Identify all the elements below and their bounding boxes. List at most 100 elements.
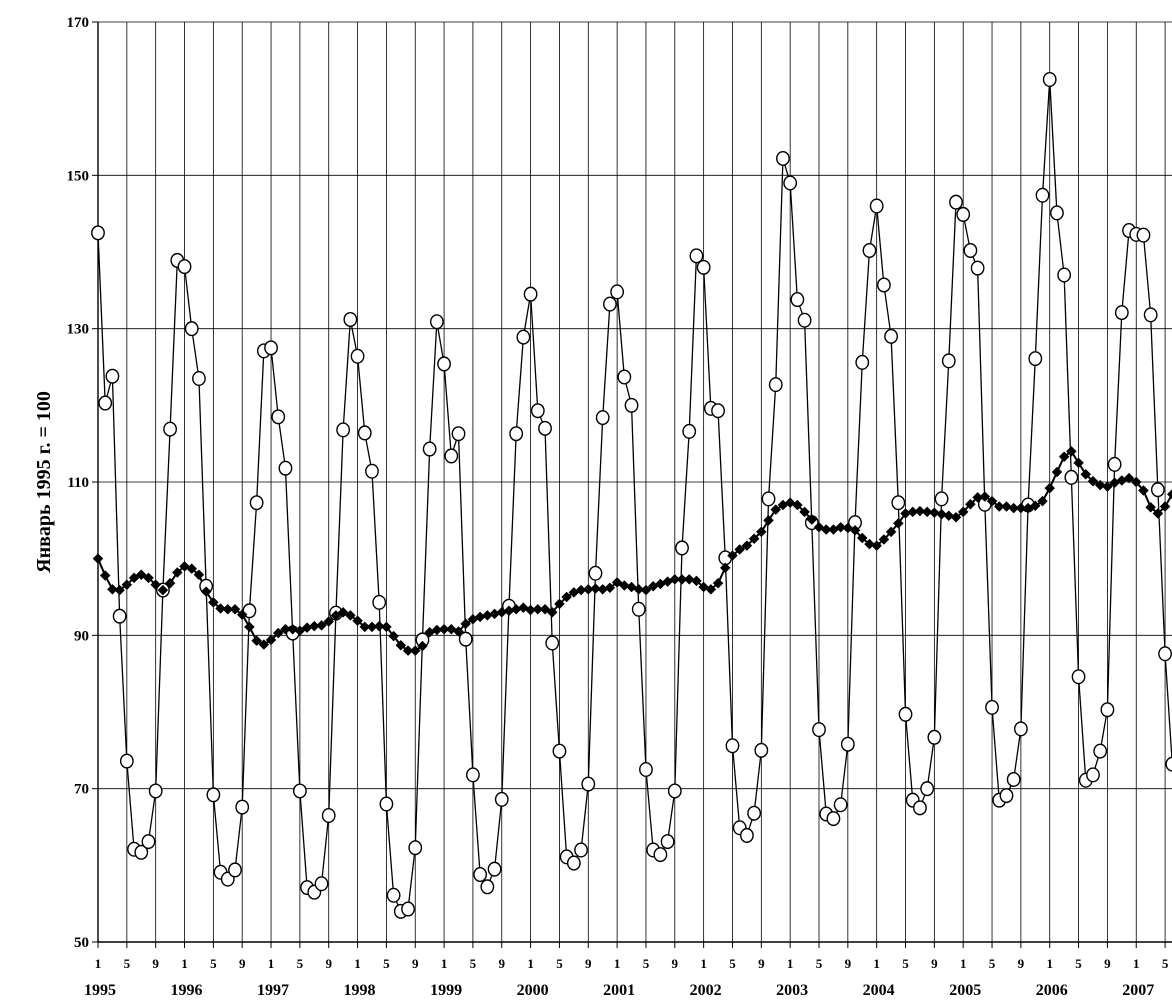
data-point-diamond	[244, 621, 255, 633]
data-point-diamond	[864, 538, 875, 550]
data-point-circle	[292, 783, 307, 799]
data-point-circle	[595, 410, 610, 426]
data-point-diamond	[92, 553, 104, 565]
data-point-diamond	[409, 645, 421, 657]
data-point-circle	[1093, 743, 1108, 759]
x-tick-label: 5	[1075, 956, 1082, 971]
data-point-diamond	[222, 603, 234, 615]
x-tick-label: 5	[816, 956, 823, 971]
data-point-diamond	[150, 579, 162, 591]
year-label: 2006	[1036, 982, 1068, 999]
x-tick-label: 5	[556, 956, 563, 971]
data-point-diamond	[186, 563, 198, 574]
data-point-diamond	[1130, 476, 1142, 488]
year-label: 2007	[1122, 982, 1154, 999]
x-tick-label: 1	[700, 956, 707, 971]
data-point-diamond	[323, 616, 335, 627]
data-point-circle	[516, 329, 531, 345]
data-point-diamond	[1166, 489, 1172, 500]
data-point-diamond	[669, 574, 681, 585]
data-point-circle	[783, 175, 798, 191]
data-point-circle	[862, 242, 877, 258]
data-point-circle	[855, 354, 870, 370]
data-point-circle	[581, 776, 596, 792]
data-point-diamond	[258, 639, 270, 650]
data-point-circle	[105, 368, 120, 384]
data-point-circle	[1064, 469, 1079, 485]
data-point-diamond	[871, 540, 883, 551]
x-tick-label: 9	[1018, 956, 1025, 971]
data-point-circle	[494, 791, 509, 807]
data-point-diamond	[200, 586, 212, 597]
data-point-circle	[970, 260, 985, 276]
data-point-diamond	[820, 524, 832, 535]
data-point-circle	[314, 876, 329, 892]
x-tick-label: 9	[412, 956, 419, 971]
x-tick-label: 9	[325, 956, 332, 971]
x-tick-label: 5	[297, 956, 304, 971]
data-point-diamond	[957, 506, 969, 518]
x-tick-label: 1	[960, 956, 967, 971]
data-point-diamond	[121, 579, 133, 591]
data-point-diamond	[770, 504, 782, 515]
data-point-circle	[913, 800, 927, 816]
data-point-circle	[235, 799, 250, 815]
data-point-diamond	[936, 508, 947, 520]
data-point-circle	[740, 827, 754, 843]
data-point-circle	[610, 284, 625, 300]
data-point-diamond	[395, 639, 407, 651]
y-tick-label: 70	[74, 782, 89, 798]
data-point-diamond	[532, 603, 544, 615]
y-tick-label: 50	[74, 935, 89, 951]
data-point-circle	[480, 879, 495, 895]
data-point-circle	[1042, 71, 1057, 87]
data-point-diamond	[986, 495, 998, 507]
data-point-circle	[538, 420, 552, 436]
x-tick-label: 1	[441, 956, 448, 971]
data-point-diamond	[618, 580, 630, 591]
y-tick-label: 110	[67, 475, 89, 491]
data-point-diamond	[99, 570, 111, 581]
data-point-circle	[617, 369, 632, 385]
data-point-circle	[941, 353, 956, 369]
data-point-diamond	[590, 583, 601, 594]
data-point-diamond	[107, 583, 118, 595]
data-point-diamond	[748, 533, 760, 545]
data-point-circle	[840, 736, 855, 752]
data-point-diamond	[633, 583, 645, 595]
data-point-diamond	[683, 574, 695, 585]
data-point-diamond	[1065, 445, 1077, 457]
year-label: 1998	[344, 982, 376, 999]
data-point-circle	[711, 403, 725, 419]
data-point-circle	[408, 840, 423, 856]
data-point-circle	[689, 248, 704, 264]
data-point-diamond	[460, 618, 472, 630]
data-point-circle	[812, 722, 826, 738]
year-label: 2004	[863, 982, 895, 999]
data-point-circle	[1035, 187, 1050, 203]
data-point-diamond	[1152, 508, 1164, 519]
year-label: 1995	[84, 982, 116, 999]
data-point-diamond	[712, 577, 724, 589]
data-point-diamond	[344, 610, 356, 621]
data-point-circle	[653, 847, 668, 863]
series-lines	[97, 79, 1172, 913]
data-point-circle	[603, 296, 617, 312]
data-point-circle	[487, 861, 502, 877]
x-tick-label: 5	[210, 956, 217, 971]
data-point-circle	[884, 328, 898, 344]
x-tick-label: 1	[354, 956, 361, 971]
y-tick-label: 170	[67, 15, 90, 31]
axes	[92, 21, 1172, 948]
data-point-circle	[675, 540, 689, 556]
data-point-circle	[466, 767, 480, 783]
x-tick-label: 1	[873, 956, 880, 971]
x-tick-label: 1	[181, 956, 188, 971]
x-tick-label: 1	[1133, 956, 1140, 971]
data-point-diamond	[272, 627, 284, 639]
data-point-circle	[624, 397, 639, 413]
data-point-diamond	[1087, 475, 1099, 487]
data-point-diamond	[604, 582, 616, 594]
data-point-circle	[768, 377, 783, 393]
x-tick-label: 9	[585, 956, 592, 971]
